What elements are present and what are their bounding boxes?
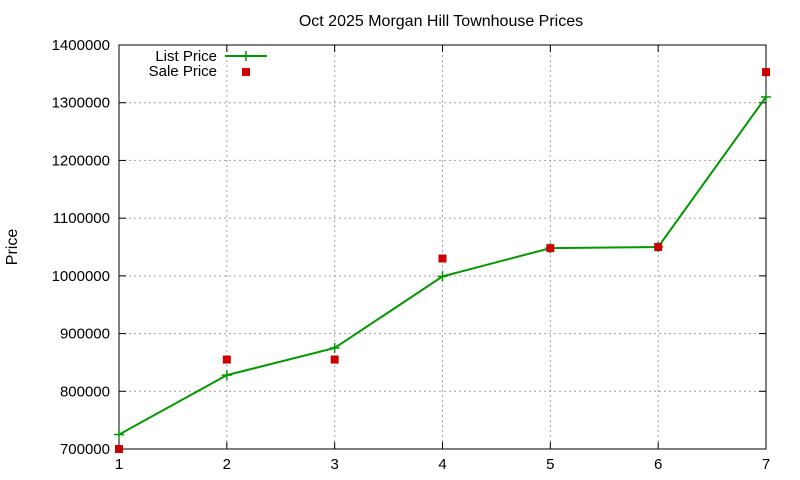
x-tick-label: 3	[330, 456, 338, 473]
legend-label-list-price: List Price	[155, 48, 217, 65]
legend-swatch-sale-price	[242, 68, 250, 76]
y-tick-label: 1400000	[52, 37, 110, 54]
list-price-point	[329, 343, 340, 353]
y-tick-label: 1000000	[52, 268, 110, 285]
list-price-point	[114, 429, 124, 440]
legend-label-sale-price: Sale Price	[149, 63, 217, 80]
list-price-point	[221, 370, 232, 381]
list-price-point	[761, 91, 771, 102]
sale-price-point	[222, 355, 231, 364]
chart-title: Oct 2025 Morgan Hill Townhouse Prices	[299, 13, 583, 30]
x-tick-label: 2	[223, 456, 231, 473]
x-tick-label: 5	[546, 456, 554, 473]
y-tick-label: 700000	[60, 441, 110, 458]
grid	[119, 45, 766, 449]
y-tick-label: 800000	[60, 383, 110, 400]
axes: 1 2 3 4 5 6 7 700000 800000 900000 1000000 1100000 1…	[52, 37, 771, 473]
y-tick-label: 900000	[60, 326, 110, 343]
y-tick-label: 1100000	[53, 210, 110, 227]
sale-price-point	[546, 244, 555, 253]
y-tick-label: 1300000	[52, 95, 110, 112]
x-tick-label: 7	[762, 456, 770, 473]
plot-area	[114, 68, 771, 453]
y-tick-label: 1200000	[52, 152, 110, 169]
sale-price-point	[654, 243, 663, 251]
sale-price-point	[115, 445, 123, 453]
sale-price-point	[330, 355, 339, 364]
y-axis-label: Price	[4, 229, 21, 266]
x-tick-label: 6	[654, 456, 662, 473]
sale-price-point	[762, 68, 770, 77]
sale-price-point	[438, 254, 447, 263]
x-tick-label: 1	[115, 456, 123, 473]
x-tick-label: 4	[438, 456, 446, 473]
legend-swatch-list-price-marker	[241, 51, 251, 61]
list-price-point	[437, 271, 448, 282]
